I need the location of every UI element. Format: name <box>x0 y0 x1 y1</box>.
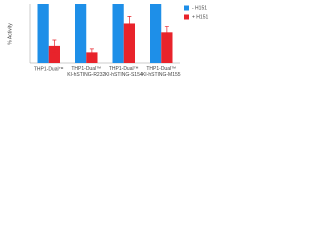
bar <box>112 4 124 63</box>
bar <box>37 4 49 63</box>
y-axis-label: % Activity <box>7 23 13 45</box>
legend-swatch <box>184 14 189 20</box>
chart: % Activity THP1-Dual™ THP1-Dual™ KI-hSTING… <box>7 4 208 78</box>
page: % Activity THP1-Dual™ THP1-Dual™ KI-hSTING… <box>0 0 320 86</box>
bar <box>48 45 60 63</box>
error-bar <box>52 39 57 53</box>
bar <box>150 4 162 63</box>
error-bar <box>164 26 169 39</box>
x-tick-label: THP1-Dual™ KI-hSTING-R232 <box>67 66 105 78</box>
x-tick-label: THP1-Dual™ KI-hSTING-S154 <box>105 66 143 78</box>
bar <box>86 52 98 63</box>
legend-label: + H151 <box>192 14 208 20</box>
error-bar <box>127 16 132 31</box>
legend-label: - H151 <box>192 5 207 11</box>
bar <box>161 32 173 63</box>
x-tick-label: THP1-Dual™ <box>34 66 64 72</box>
bar <box>123 23 135 63</box>
error-bar <box>89 48 94 57</box>
bar <box>75 4 87 63</box>
legend-swatch <box>184 5 189 11</box>
x-tick-label: THP1-Dual™ KI-hSTING-M155 <box>142 66 181 78</box>
